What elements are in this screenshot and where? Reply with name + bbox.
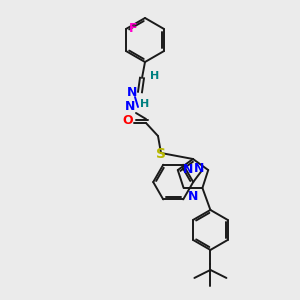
Text: H: H	[140, 99, 149, 109]
Text: F: F	[129, 22, 137, 34]
Text: N: N	[127, 86, 137, 100]
Text: N: N	[183, 163, 193, 176]
Text: N: N	[194, 162, 204, 175]
Text: H: H	[150, 71, 159, 81]
Text: N: N	[188, 190, 198, 203]
Text: O: O	[123, 115, 133, 128]
Text: S: S	[156, 147, 166, 161]
Text: N: N	[125, 100, 135, 112]
